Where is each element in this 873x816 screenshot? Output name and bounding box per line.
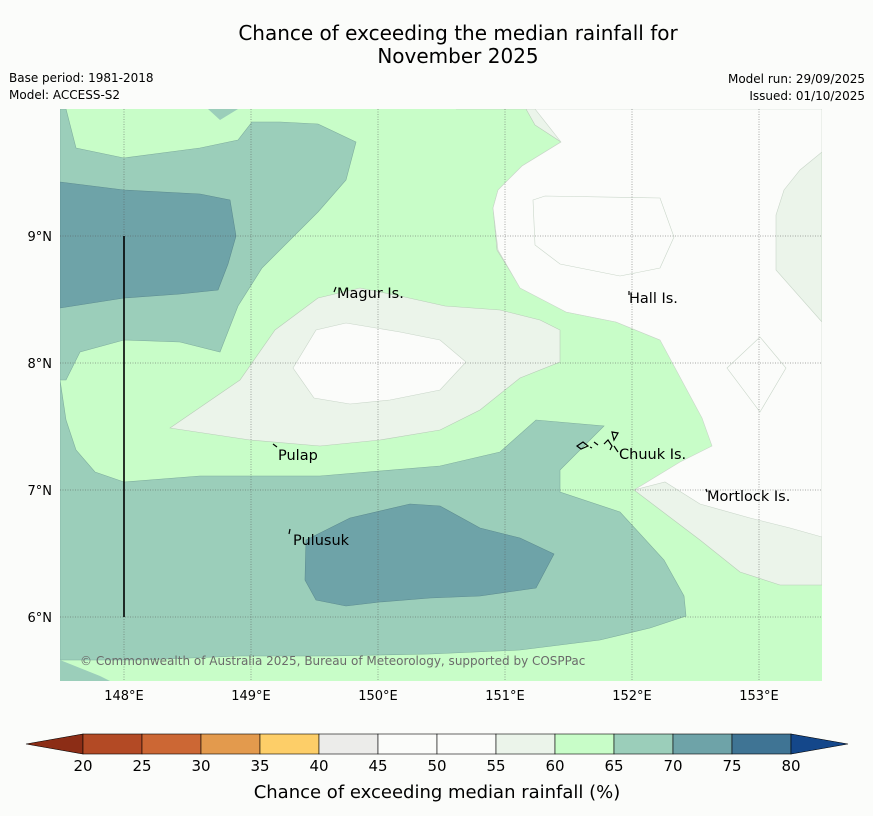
model-run: Model run: 29/09/2025 — [727, 72, 865, 86]
place-name-label: Pulusuk — [293, 533, 350, 549]
meta-right: Model run: 29/09/2025 Issued: 01/10/2025 — [728, 71, 865, 105]
island-pulap — [272, 443, 278, 448]
colorbar-tick-label: 45 — [368, 757, 387, 775]
lon-tick-label: 150°E — [358, 689, 398, 704]
title-line-2: November 2025 — [377, 44, 539, 68]
colorbar-segment — [200, 733, 261, 755]
lat-tick-label: 9°N — [28, 230, 53, 245]
colorbar-segment — [436, 733, 497, 755]
island-chuuk — [575, 431, 619, 453]
contour-50-55-center — [292, 322, 467, 405]
colorbar-tick-label: 65 — [604, 757, 623, 775]
contour-70-75-nw — [60, 181, 237, 309]
lon-tick-label: 148°E — [104, 689, 144, 704]
island-mortlock — [705, 488, 708, 493]
place-name-label: Pulap — [278, 448, 318, 464]
place-names: Magur Is. Hall Is. Pulap Chuuk Is. Mortlock … — [278, 286, 790, 549]
colorbar-tick-label: 25 — [132, 757, 151, 775]
copyright-text: © Commonwealth of Australia 2025, Bureau… — [80, 654, 585, 668]
colorbar-extend-low — [25, 733, 84, 755]
island-pulusuk — [288, 528, 291, 535]
issued-date: Issued: 01/10/2025 — [749, 89, 865, 103]
colorbar-extend-high — [790, 733, 849, 755]
island-markers — [272, 286, 708, 535]
colorbar-segment — [495, 733, 556, 755]
contour-65-70-sw — [60, 660, 110, 681]
colorbar-segment — [141, 733, 202, 755]
title-line-1: Chance of exceeding the median rainfall … — [238, 21, 678, 45]
colorbar-segment — [672, 733, 733, 755]
contour-layer — [60, 109, 822, 681]
place-name-label: Chuuk Is. — [619, 447, 686, 463]
colorbar-tick-label: 80 — [781, 757, 800, 775]
lat-tick-label: 7°N — [28, 484, 53, 499]
colorbar-tick-label: 50 — [427, 757, 446, 775]
lat-tick-label: 6°N — [28, 611, 53, 626]
meta-left: Base period: 1981-2018 Model: ACCESS-S2 — [9, 70, 154, 104]
colorbar: 20 25 30 35 40 45 50 55 60 65 70 75 80 — [25, 733, 849, 775]
colorbar-tick-label: 20 — [73, 757, 92, 775]
lat-tick-label: 8°N — [28, 357, 53, 372]
colorbar-label: Chance of exceeding median rainfall (%) — [254, 782, 621, 803]
colorbar-segment — [82, 733, 143, 755]
model-name: Model: ACCESS-S2 — [9, 88, 121, 102]
colorbar-segment — [731, 733, 792, 755]
colorbar-tick-label: 55 — [486, 757, 505, 775]
colorbar-segment — [259, 733, 320, 755]
island-magur — [333, 286, 337, 293]
colorbar-tick-label: 35 — [250, 757, 269, 775]
chart-title: Chance of exceeding the median rainfall … — [0, 22, 873, 68]
colorbar-tick-label: 75 — [722, 757, 741, 775]
colorbar-segment — [377, 733, 438, 755]
lon-tick-label: 152°E — [612, 689, 652, 704]
colorbar-tick-label: 70 — [663, 757, 682, 775]
base-period: Base period: 1981-2018 — [9, 71, 154, 85]
lon-tick-label: 149°E — [231, 689, 271, 704]
colorbar-tick-label: 30 — [191, 757, 210, 775]
lon-tick-label: 151°E — [485, 689, 525, 704]
place-name-label: Magur Is. — [337, 286, 404, 302]
contour-pocket-b — [726, 336, 787, 413]
colorbar-tick-label: 60 — [545, 757, 564, 775]
colorbar-segment — [613, 733, 674, 755]
lon-tick-label: 153°E — [739, 689, 779, 704]
graticule — [60, 109, 822, 681]
lat-tick-labels: 9°N 8°N 7°N 6°N — [28, 230, 53, 626]
contour-65-70-notch — [208, 109, 238, 120]
colorbar-tick-label: 40 — [309, 757, 328, 775]
contour-70-75-south — [304, 503, 555, 607]
lon-tick-labels: 148°E 149°E 150°E 151°E 152°E 153°E — [104, 689, 779, 704]
place-name-label: Hall Is. — [629, 291, 678, 307]
colorbar-segment — [318, 733, 379, 755]
colorbar-segment — [554, 733, 615, 755]
place-name-label: Mortlock Is. — [707, 489, 790, 505]
